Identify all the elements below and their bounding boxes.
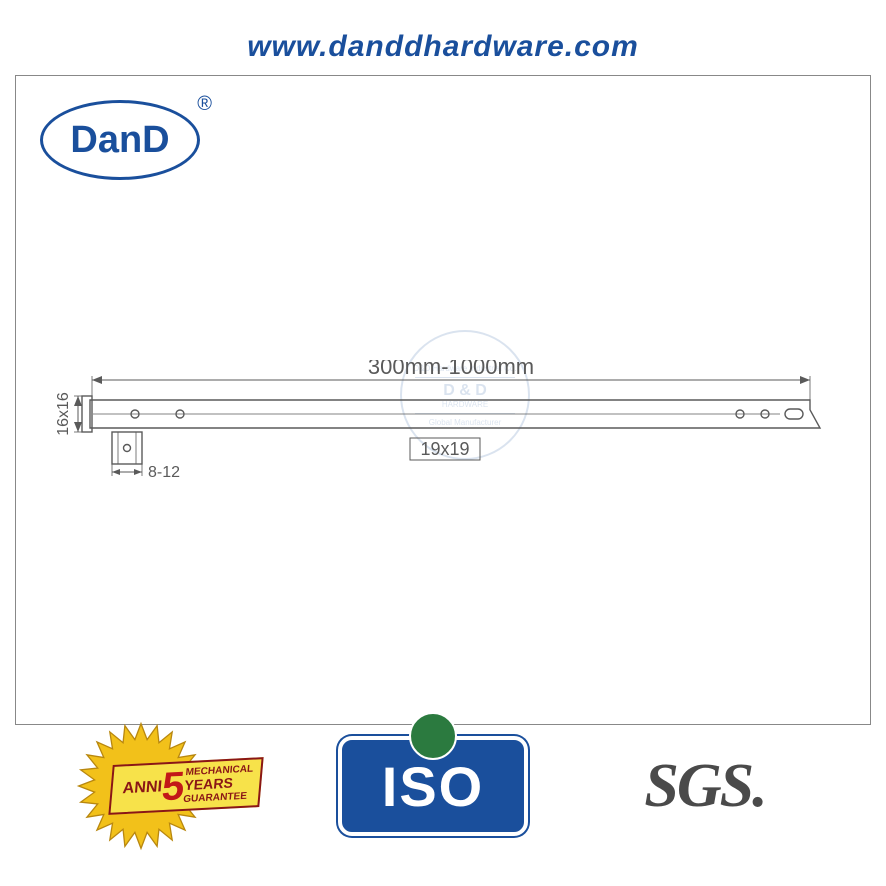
logo-text: DanD — [70, 119, 169, 162]
svg-text:8-12: 8-12 — [148, 464, 180, 481]
logo-oval: DanD ® — [40, 100, 200, 180]
svg-text:16x16: 16x16 — [55, 392, 72, 436]
svg-text:300mm-1000mm: 300mm-1000mm — [368, 360, 534, 379]
iso-text: ISO — [382, 754, 484, 819]
technical-drawing: 300mm-1000mm 16x16 8-12 19x19 — [40, 360, 850, 490]
warranty-badge: ANNI 5 MECHANICAL YEARS GUARANTEE — [76, 726, 266, 846]
warranty-anni: ANNI — [122, 778, 163, 798]
sgs-text: SGS. — [644, 751, 765, 822]
globe-icon — [409, 712, 457, 760]
certification-badges: ANNI 5 MECHANICAL YEARS GUARANTEE ISO SG… — [0, 726, 886, 846]
header-url: www.danddhardware.com — [0, 30, 886, 64]
registered-mark-icon: ® — [197, 93, 212, 116]
svg-text:19x19: 19x19 — [420, 439, 469, 459]
drawing-svg: 300mm-1000mm 16x16 8-12 19x19 — [40, 360, 850, 500]
warranty-banner: ANNI 5 MECHANICAL YEARS GUARANTEE — [108, 757, 263, 815]
warranty-text: MECHANICAL YEARS GUARANTEE — [183, 764, 254, 805]
iso-badge: ISO — [338, 736, 528, 836]
sgs-badge: SGS. — [600, 736, 810, 836]
brand-logo: DanD ® — [40, 100, 200, 180]
